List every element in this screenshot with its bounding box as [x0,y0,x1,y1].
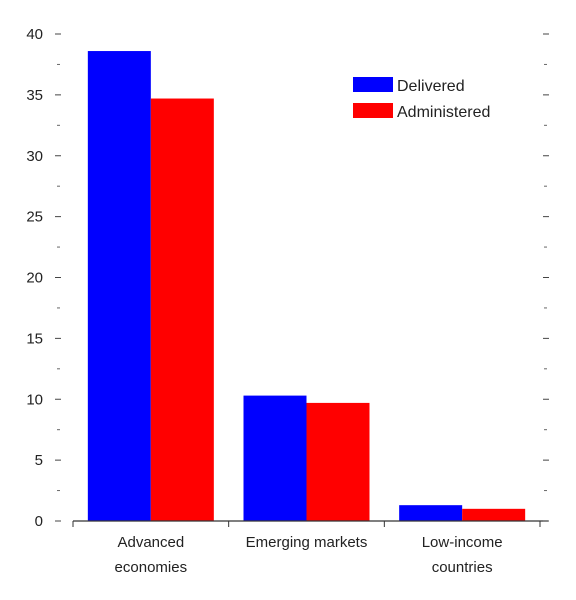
legend-label-delivered: Delivered [397,78,465,95]
x-category-label: Advanced economies [115,534,188,576]
y-tick-label: 30 [26,148,43,165]
axes-layer: 0 5 10 15 20 25 30 35 40 Advanced economies Emergin… [26,26,549,576]
bar-administered-3 [462,508,526,521]
y-tick-label: 0 [35,513,43,530]
y-tick-label: 10 [26,391,43,408]
y-tick-label: 5 [35,452,43,469]
y-tick-label: 20 [26,270,43,287]
x-category-label: Emerging markets [246,534,368,551]
y-tick-label: 25 [26,209,43,226]
y-tick-label: 15 [26,330,43,347]
legend-label-administered: Administered [397,104,490,121]
bar-delivered-2 [243,395,307,521]
bar-delivered-3 [399,505,463,521]
bar-delivered-1 [87,51,151,522]
y-tick-label: 40 [26,26,43,43]
legend-swatch-delivered [353,77,393,92]
y-tick-label: 35 [26,87,43,104]
bars-layer [87,51,526,522]
x-category-label: Low-income countries [422,534,503,576]
legend-swatch-administered [353,103,393,118]
bar-administered-1 [150,98,214,521]
bar-administered-2 [306,402,370,521]
legend: Delivered Administered [353,77,490,121]
